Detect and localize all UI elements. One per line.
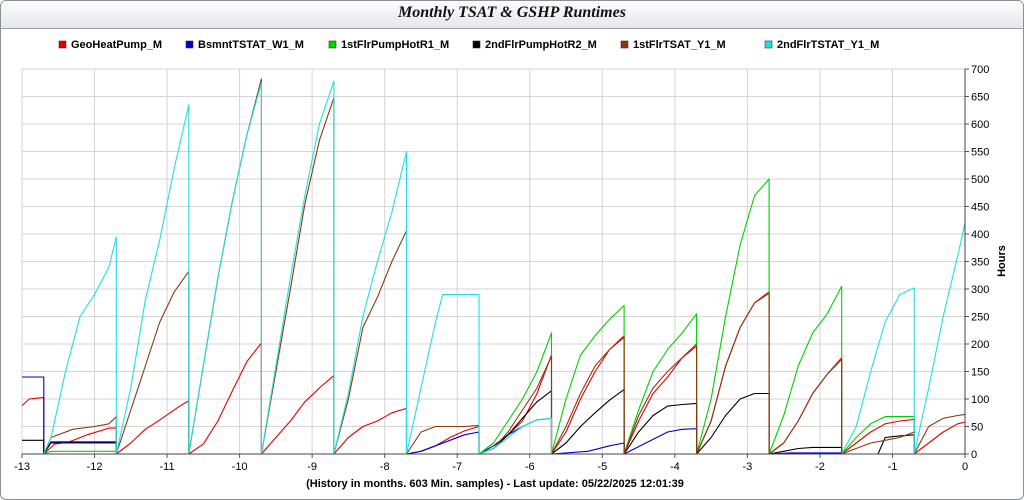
legend: GeoHeatPump_M BsmntTSTAT_W1_M 1stFlrPumpHo… — [58, 39, 879, 51]
legend-swatch — [620, 40, 629, 49]
legend-label: 1stFlrTSAT_Y1_M — [633, 39, 726, 51]
legend-swatch — [328, 40, 337, 49]
x-tick-label: -7 — [452, 461, 462, 473]
y-tick-label: 400 — [971, 229, 989, 241]
y-tick-label: 200 — [971, 339, 989, 351]
legend-label: 1stFlrPumpHotR1_M — [341, 39, 449, 51]
legend-swatch — [764, 40, 773, 49]
chart-title: Monthly TSAT & GSHP Runtimes — [398, 4, 626, 21]
legend-label: GeoHeatPump_M — [71, 39, 162, 51]
chart-footer: (History in months. 603 Min. samples) - … — [306, 478, 684, 490]
x-tick-label: -8 — [380, 461, 390, 473]
y-tick-label: 350 — [971, 257, 989, 269]
y-axis-title: Hours — [996, 245, 1008, 277]
legend-label: 2ndFlrTSTAT_Y1_M — [777, 39, 879, 51]
x-tick-label: -10 — [232, 461, 248, 473]
y-tick-label: 550 — [971, 147, 989, 159]
y-tick-label: 700 — [971, 64, 989, 76]
y-tick-label: 250 — [971, 312, 989, 324]
x-tick-label: -5 — [597, 461, 607, 473]
axes: -13 -12 -11 -10 -9 -8 -7 -6 -5 -4 -3 -2 -1 0050100150… — [14, 64, 989, 473]
y-tick-label: 450 — [971, 202, 989, 214]
y-tick-label: 50 — [971, 422, 983, 434]
x-tick-label: 0 — [962, 461, 968, 473]
x-tick-label: -12 — [87, 461, 103, 473]
y-tick-label: 650 — [971, 92, 989, 104]
chart-titlebar: Monthly TSAT & GSHP Runtimes — [1, 1, 1023, 29]
x-tick-label: -1 — [888, 461, 898, 473]
legend-label: 2ndFlrPumpHotR2_M — [485, 39, 597, 51]
x-tick-label: -9 — [307, 461, 317, 473]
x-tick-label: -3 — [742, 461, 752, 473]
x-tick-label: -6 — [525, 461, 535, 473]
legend-label: BsmntTSTAT_W1_M — [198, 39, 304, 51]
x-tick-label: -2 — [815, 461, 825, 473]
x-tick-label: -13 — [14, 461, 30, 473]
legend-swatch — [472, 40, 481, 49]
y-tick-label: 600 — [971, 119, 989, 131]
legend-swatch — [58, 40, 67, 49]
y-tick-label: 100 — [971, 394, 989, 406]
y-tick-label: 500 — [971, 174, 989, 186]
y-tick-label: 0 — [971, 449, 977, 461]
x-tick-label: -11 — [160, 461, 175, 473]
series-line-2ndFlrTSTAT_Y1_M — [22, 80, 966, 455]
y-tick-label: 150 — [971, 367, 989, 379]
y-tick-label: 300 — [971, 284, 989, 296]
legend-swatch — [185, 40, 194, 49]
x-tick-label: -4 — [670, 461, 680, 473]
